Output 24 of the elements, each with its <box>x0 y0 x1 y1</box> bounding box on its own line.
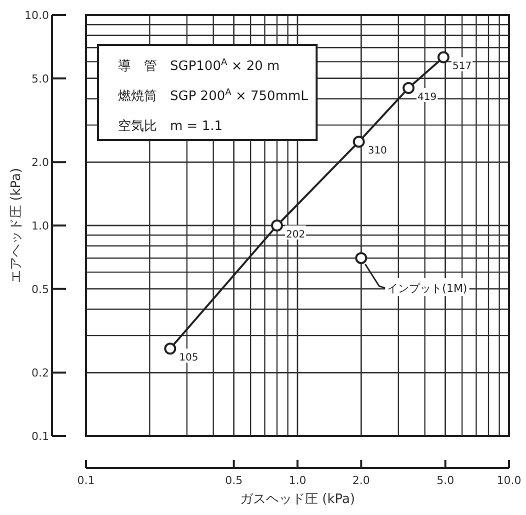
annotation: 419 <box>418 92 437 103</box>
y-tick-label: 5.0 <box>32 72 49 86</box>
annotation: 517 <box>452 61 472 72</box>
annotation: 燃焼筒 SGP 200$^{A}$ × 750mmL <box>118 88 309 104</box>
y-tick-label: 2.0 <box>32 156 49 170</box>
x-tick-label: 0.5 <box>225 474 243 487</box>
annotation: 導 管 SGP100$^{A}$ × 20 m <box>118 58 280 74</box>
x-tick-label: 2.0 <box>352 474 370 487</box>
y-tick-label: 0.1 <box>32 430 49 443</box>
x-tick-label: 5.0 <box>436 474 454 487</box>
y-axis-title: エアヘッド圧 (kPa) <box>9 168 24 284</box>
x-tick-label: 1.0 <box>288 474 306 487</box>
annotation: インプット(1M) <box>387 282 468 296</box>
y-tick-label: 0.2 <box>32 366 49 380</box>
y-tick-label: 1.0 <box>32 220 49 232</box>
annotation: 310 <box>368 146 387 157</box>
y-tick-label: 0.5 <box>32 282 49 296</box>
annotation: 202 <box>286 230 306 240</box>
x-tick-label: 0.1 <box>77 474 95 487</box>
annotation: 空気比 m = 1.1 <box>118 119 222 134</box>
x-tick-label: 10.0 <box>496 474 522 487</box>
annotation: 105 <box>179 352 198 364</box>
y-tick-label: 10.0 <box>24 9 49 22</box>
x-axis-title: ガスヘッド圧 (kPa) <box>240 492 356 507</box>
